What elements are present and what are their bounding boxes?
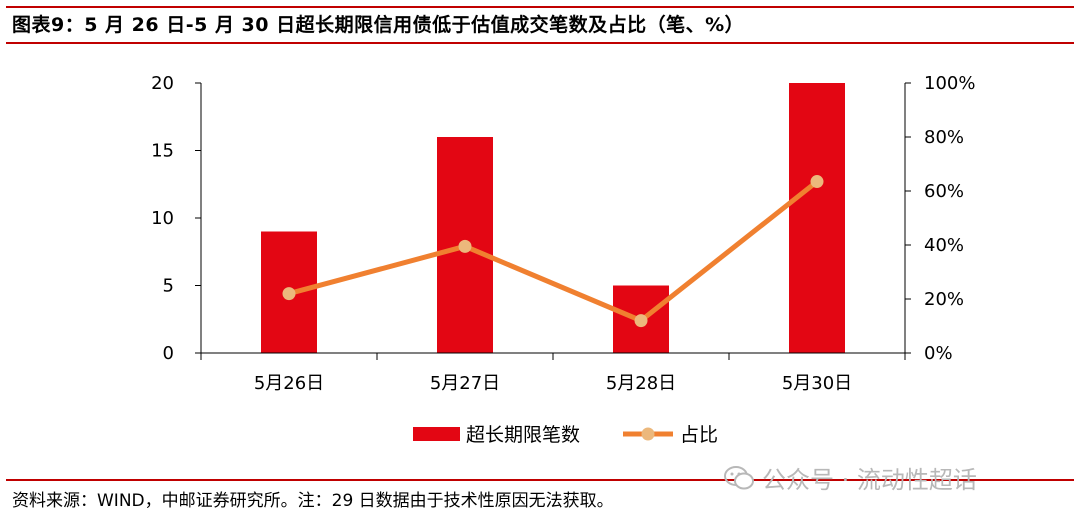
legend-bar-swatch <box>413 427 460 441</box>
source-note: 资料来源：WIND，中邮证券研究所。注：29 日数据由于技术性原因无法获取。 <box>12 491 614 511</box>
title-top-rule <box>6 6 1074 8</box>
watermark-text: 公众号 · 流动性超话 <box>762 466 977 494</box>
x-tick-label: 5月26日 <box>254 373 324 394</box>
right-tick-label: 60% <box>924 181 964 202</box>
series-line <box>288 179 819 324</box>
line-point <box>458 239 472 253</box>
right-tick-label: 20% <box>924 289 964 310</box>
legend: 超长期限笔数 占比 <box>413 424 718 446</box>
right-tick-label: 0% <box>924 343 953 364</box>
axes: 0 5 10 15 20 0% 20% 40% 60% 80% 100% 5月26日 5月27日 5月28… <box>151 73 975 394</box>
line-point <box>810 175 824 189</box>
watermark: 公众号 · 流动性超话 <box>724 460 977 495</box>
right-tick-label: 100% <box>924 73 975 94</box>
x-tick-label: 5月27日 <box>430 373 500 394</box>
chart-title: 图表9：5 月 26 日-5 月 30 日超长期限信用债低于估值成交笔数及占比（… <box>12 14 745 36</box>
left-tick-label: 20 <box>151 73 174 94</box>
left-tick-label: 15 <box>151 141 174 162</box>
line-series <box>282 175 824 328</box>
right-tick-label: 40% <box>924 235 964 256</box>
legend-bar-label: 超长期限笔数 <box>466 424 580 446</box>
title-bottom-rule <box>6 42 1074 44</box>
x-tick-label: 5月28日 <box>606 373 676 394</box>
right-tick-label: 80% <box>924 127 964 148</box>
wechat-icon <box>724 465 754 489</box>
left-tick-label: 5 <box>163 276 174 297</box>
line-point <box>282 287 296 301</box>
x-tick-label: 5月30日 <box>782 373 852 394</box>
line-point <box>634 314 648 328</box>
left-tick-label: 0 <box>163 343 174 364</box>
bar-series <box>261 83 845 353</box>
legend-line-marker <box>641 427 655 441</box>
bar <box>789 83 845 353</box>
legend-line-label: 占比 <box>680 424 718 446</box>
footer-top-rule <box>6 479 1074 481</box>
left-tick-label: 10 <box>151 208 174 229</box>
